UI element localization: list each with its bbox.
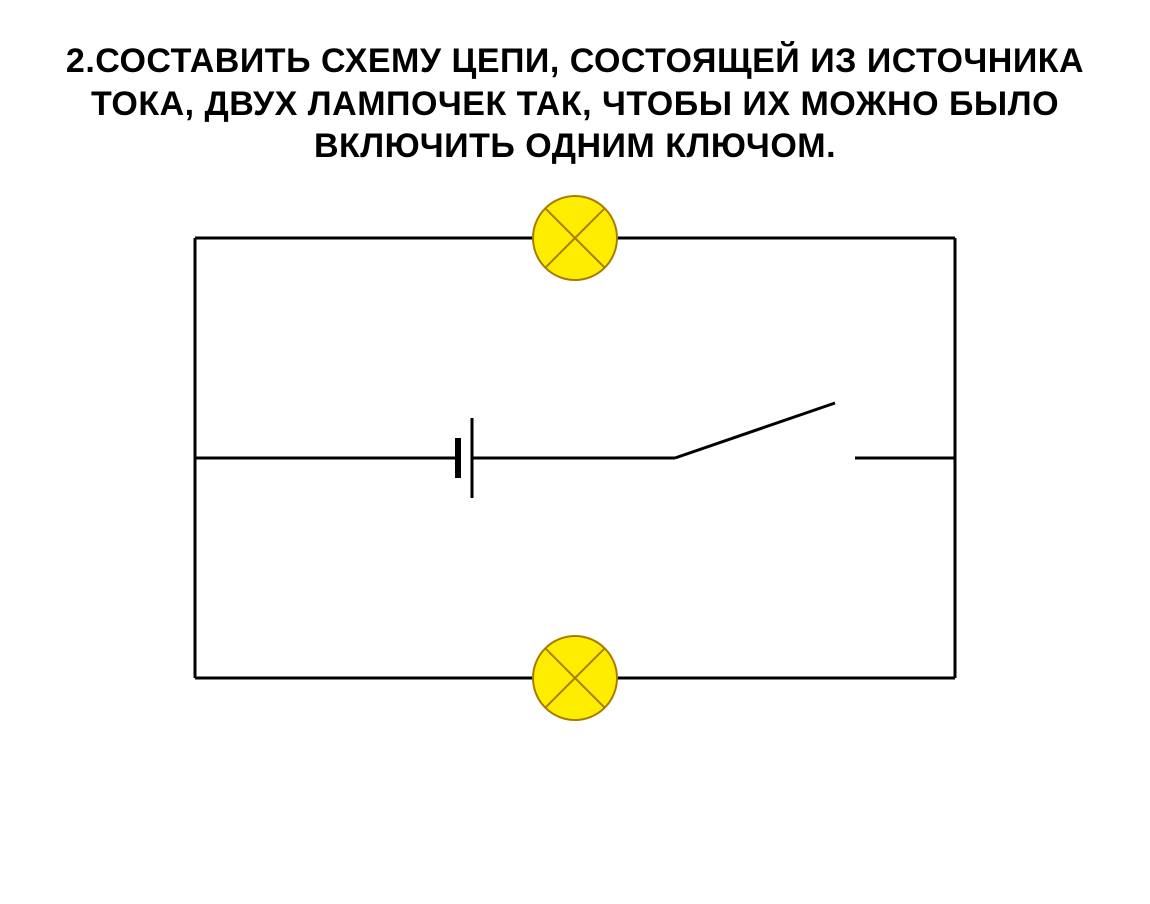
bulb-icon-top <box>533 196 617 280</box>
circuit-diagram-container <box>0 178 1150 738</box>
circuit-diagram <box>115 178 1035 738</box>
switch-arm <box>675 403 835 458</box>
task-title: 2.СОСТАВИТЬ СХЕМУ ЦЕПИ, СОСТОЯЩЕЙ ИЗ ИСТ… <box>55 40 1095 168</box>
bulb-icon-bottom <box>533 636 617 720</box>
